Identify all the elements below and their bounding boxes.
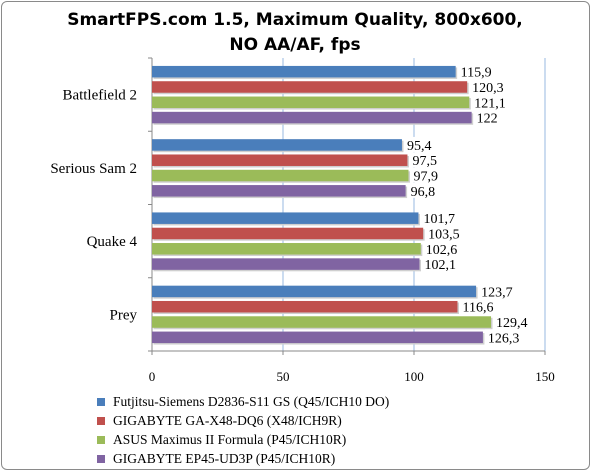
bar	[152, 243, 421, 255]
data-label: 129,4	[496, 316, 528, 331]
bar	[152, 300, 458, 313]
data-label-bg	[425, 225, 470, 241]
data-label: 115,9	[461, 66, 492, 81]
data-label-bg	[473, 109, 503, 125]
data-label: 102,6	[426, 243, 458, 258]
data-label-bg	[409, 152, 446, 168]
legend-item: GIGABYTE EP45-UD3P (P45/ICH10R)	[97, 449, 517, 468]
data-label-bg	[471, 94, 516, 110]
data-label-bg	[421, 256, 466, 272]
data-label-bg	[493, 314, 538, 330]
data-label-bg	[457, 63, 502, 79]
data-label: 123,7	[481, 285, 513, 300]
bar	[152, 227, 424, 240]
bar	[152, 258, 420, 270]
x-tick-label: 50	[277, 369, 290, 384]
bar	[152, 285, 477, 298]
data-label-bg	[459, 298, 504, 314]
data-label-bg	[469, 78, 514, 94]
data-label-bg	[407, 182, 445, 198]
bar	[152, 139, 402, 151]
data-label: 97,5	[412, 154, 437, 169]
data-label: 103,5	[428, 227, 460, 242]
bar	[152, 65, 456, 78]
x-tick-label: 100	[404, 369, 424, 384]
legend-label: GIGABYTE EP45-UD3P (P45/ICH10R)	[113, 450, 336, 466]
data-label: 102,1	[425, 258, 457, 273]
data-label-bg	[478, 283, 523, 299]
bar	[152, 212, 419, 224]
legend-item: GIGABYTE GA-X48-DQ6 (X48/ICH9R)	[97, 411, 517, 430]
data-label-bg	[422, 240, 467, 256]
bar	[152, 185, 406, 197]
data-label-bg	[484, 329, 529, 345]
data-label: 120,3	[472, 81, 504, 96]
legend-label: Futjitsu-Siemens D2836-S11 GS (Q45/ICH10…	[113, 393, 390, 409]
legend-swatch	[97, 397, 105, 406]
data-label: 122	[477, 112, 498, 127]
category-label: Serious Sam 2	[50, 161, 137, 177]
legend-label: GIGABYTE GA-X48-DQ6 (X48/ICH9R)	[113, 412, 342, 428]
data-label: 95,4	[407, 139, 432, 154]
data-label: 121,1	[474, 96, 506, 111]
legend-swatch	[97, 416, 105, 425]
category-label: Quake 4	[87, 234, 138, 250]
bar	[152, 316, 492, 328]
legend-item: Futjitsu-Siemens D2836-S11 GS (Q45/ICH10…	[97, 392, 517, 411]
chart-title: SmartFPS.com 1.5, Maximum Quality, 800x6…	[67, 10, 523, 55]
chart-legend: Futjitsu-Siemens D2836-S11 GS (Q45/ICH10…	[97, 392, 517, 468]
bar	[152, 331, 483, 344]
x-tick-label: 0	[149, 369, 156, 384]
bar	[152, 96, 470, 109]
x-tick-label: 150	[535, 369, 555, 384]
data-label: 126,3	[488, 331, 520, 346]
bar	[152, 154, 408, 166]
category-label: Battlefield 2	[62, 88, 137, 104]
data-label: 97,9	[413, 170, 438, 185]
legend-item: ASUS Maximus II Formula (P45/ICH10R)	[97, 430, 517, 449]
data-label-bg	[403, 136, 441, 152]
bar	[152, 111, 472, 124]
bar	[152, 169, 409, 182]
bar	[152, 81, 468, 93]
category-label: Prey	[110, 307, 138, 323]
data-label: 96,8	[411, 185, 436, 200]
data-label: 101,7	[423, 212, 455, 227]
legend-swatch	[97, 454, 105, 463]
legend-swatch	[97, 435, 105, 444]
data-label-bg	[420, 210, 465, 226]
data-label: 116,6	[462, 301, 493, 316]
legend-label: ASUS Maximus II Formula (P45/ICH10R)	[113, 431, 347, 447]
data-label-bg	[410, 167, 447, 183]
